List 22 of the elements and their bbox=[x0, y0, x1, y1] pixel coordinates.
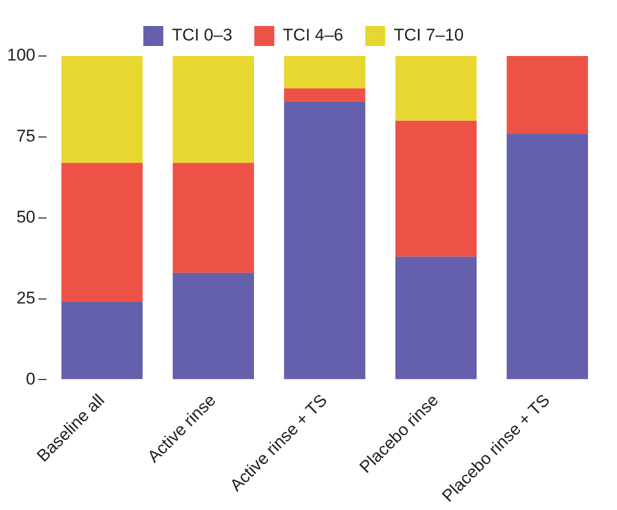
bar bbox=[284, 88, 366, 102]
bar bbox=[172, 162, 254, 273]
legend-label: TCI 4–6 bbox=[282, 26, 344, 45]
bar bbox=[61, 162, 143, 302]
bar bbox=[284, 101, 366, 380]
legend-label: TCI 0–3 bbox=[172, 26, 232, 45]
y-tick-label: 50 bbox=[16, 208, 36, 227]
y-tick-label: 100 bbox=[6, 46, 36, 65]
bar bbox=[506, 56, 588, 134]
bar bbox=[395, 56, 477, 121]
bar bbox=[172, 272, 254, 380]
bar bbox=[284, 56, 366, 88]
legend-label: TCI 7–10 bbox=[394, 26, 464, 45]
y-tick-label: 25 bbox=[16, 288, 36, 308]
y-tick-label: 75 bbox=[16, 126, 36, 146]
bar bbox=[61, 56, 143, 163]
bar bbox=[395, 256, 477, 380]
y-tick-label: 0 bbox=[26, 369, 36, 388]
bar bbox=[395, 120, 477, 257]
bar bbox=[172, 56, 254, 163]
bar bbox=[61, 302, 143, 380]
bar bbox=[506, 134, 588, 380]
